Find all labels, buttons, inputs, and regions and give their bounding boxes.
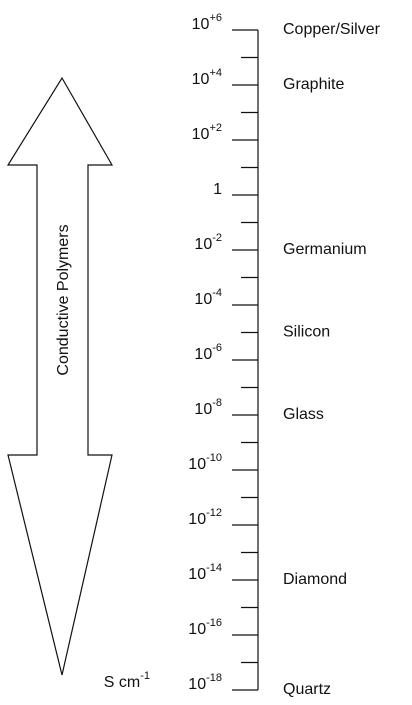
tick-label: 10-14 [188,562,222,583]
tick-label: 10-16 [188,617,222,638]
unit-base: S cm [104,674,140,691]
material-label: Quartz [283,681,331,698]
tick-label: 1 [213,181,222,198]
material-label: Glass [283,406,324,423]
tick-base: 10 [188,456,206,473]
tick-label: 10+2 [192,122,222,143]
tick-base: 10 [194,346,212,363]
tick-label: 10+4 [192,67,222,88]
tick-exp: -8 [212,397,222,409]
tick-base: 10 [194,291,212,308]
material-label: Diamond [283,571,347,588]
unit-label: S cm-1 [104,670,150,691]
tick-base: 10 [192,71,210,88]
tick-label: 10-6 [194,342,222,363]
arrow-label: Conductive Polymers [55,224,72,375]
material-label: Copper/Silver [283,21,381,38]
tick-exp: -18 [206,672,222,684]
tick-exp: -2 [212,232,222,244]
tick-label: 10-12 [188,507,222,528]
tick-label: 10-10 [188,452,222,473]
tick-label: 10-4 [194,287,222,308]
unit-exp: -1 [140,670,150,682]
tick-label: 10-8 [194,397,222,418]
material-label: Graphite [283,76,344,93]
tick-exp: -6 [212,342,222,354]
tick-label: 10+6 [192,12,222,33]
tick-base: 10 [188,511,206,528]
material-label: Germanium [283,241,367,258]
tick-base: 10 [192,126,210,143]
material-label: Silicon [283,324,330,341]
tick-base: 10 [188,621,206,638]
conductive-arrow [6,76,114,676]
tick-exp: +4 [209,67,222,79]
tick-base: 10 [194,236,212,253]
tick-base: 10 [192,16,210,33]
tick-label: 10-2 [194,232,222,253]
tick-exp: +6 [209,12,222,24]
tick-label: 10-18 [188,672,222,693]
tick-exp: -4 [212,287,222,299]
tick-base: 10 [188,566,206,583]
tick-exp: +2 [209,122,222,134]
tick-base: 1 [213,181,222,198]
tick-base: 10 [188,676,206,693]
tick-exp: -10 [206,452,222,464]
tick-exp: -14 [206,562,222,574]
tick-base: 10 [194,401,212,418]
tick-exp: -16 [206,617,222,629]
tick-exp: -12 [206,507,222,519]
